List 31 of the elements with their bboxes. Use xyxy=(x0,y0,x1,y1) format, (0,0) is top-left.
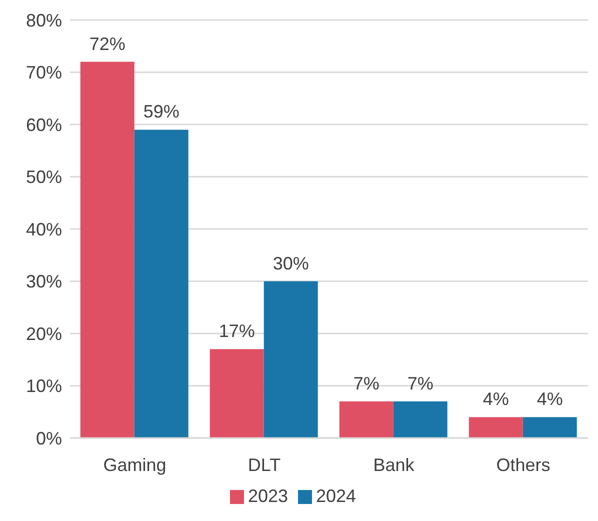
x-tick-label: Bank xyxy=(373,454,416,475)
x-tick-label: DLT xyxy=(248,454,281,475)
data-label: 7% xyxy=(353,373,380,394)
bar xyxy=(264,281,318,438)
data-label: 7% xyxy=(407,373,434,394)
x-tick-label: Gaming xyxy=(103,454,166,475)
data-label: 72% xyxy=(89,34,126,54)
data-label: 4% xyxy=(536,389,563,410)
bar xyxy=(522,417,577,438)
y-tick-label: 10% xyxy=(26,376,62,396)
y-tick-label: 30% xyxy=(26,272,62,292)
data-label: 17% xyxy=(218,321,255,342)
bar xyxy=(80,62,134,438)
bar xyxy=(134,130,188,438)
data-label: 4% xyxy=(482,389,509,410)
y-tick-label: 70% xyxy=(26,62,62,83)
y-tick-label: 40% xyxy=(26,219,62,240)
bar xyxy=(339,401,394,438)
y-tick-label: 50% xyxy=(26,167,62,188)
x-tick-label: Others xyxy=(496,454,550,475)
data-label: 30% xyxy=(272,253,309,274)
bar xyxy=(210,349,264,438)
legend-label: 2023 xyxy=(248,486,288,506)
y-tick-label: 60% xyxy=(26,114,62,135)
y-tick-label: 80% xyxy=(26,10,62,30)
bar xyxy=(393,401,448,438)
y-tick-label: 0% xyxy=(36,428,62,448)
bar xyxy=(468,417,523,438)
legend-label: 2024 xyxy=(316,486,356,506)
data-label: 59% xyxy=(143,102,180,122)
y-tick-label: 20% xyxy=(26,324,62,344)
